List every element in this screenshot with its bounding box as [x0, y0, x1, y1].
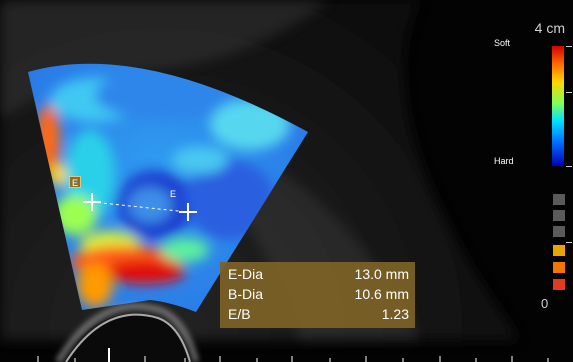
level-square: [553, 210, 565, 221]
caliper-label: E: [170, 189, 177, 199]
measurement-label: E-Dia: [228, 266, 264, 282]
measurement-row: E/B 1.23: [220, 304, 415, 324]
hard-label: Hard: [494, 156, 514, 166]
caliper-end-crosshair[interactable]: [179, 203, 197, 221]
level-square: [553, 194, 565, 205]
depth-ruler: [37, 348, 549, 362]
measurement-row: B-Dia 10.6 mm: [220, 284, 415, 304]
color-bar-bottom-tick: [566, 166, 572, 167]
measurement-value: 10.6 mm: [354, 286, 409, 302]
level-square: [553, 279, 565, 290]
measurement-value: 1.23: [381, 306, 409, 322]
depth-zero-label: 0: [541, 296, 549, 311]
measurement-label: B-Dia: [228, 286, 264, 302]
measurement-label: E/B: [228, 306, 251, 322]
probe-shadow: [60, 313, 190, 362]
right-ruler-tick: [566, 242, 572, 243]
roi-marker-e[interactable]: E: [69, 176, 81, 188]
level-square: [553, 226, 565, 237]
probe-arc: [55, 303, 199, 362]
depth-max-label: 4 cm: [534, 20, 565, 36]
measurement-value: 13.0 mm: [354, 266, 409, 282]
caliper-line: [91, 201, 189, 213]
color-bar-mid-tick: [566, 92, 572, 93]
level-square: [553, 245, 565, 256]
caliper-start-crosshair[interactable]: [83, 193, 101, 211]
elasticity-color-bar: [552, 46, 564, 166]
b-mode-upper-tissue: [0, 0, 330, 120]
soft-label: Soft: [494, 38, 511, 48]
probe-arc-inner: [65, 313, 191, 362]
measurement-results-box: E-Dia 13.0 mm B-Dia 10.6 mm E/B 1.23: [220, 262, 415, 328]
level-square: [553, 262, 565, 273]
measurement-row: E-Dia 13.0 mm: [220, 264, 415, 284]
color-bar-top-tick: [566, 46, 572, 47]
